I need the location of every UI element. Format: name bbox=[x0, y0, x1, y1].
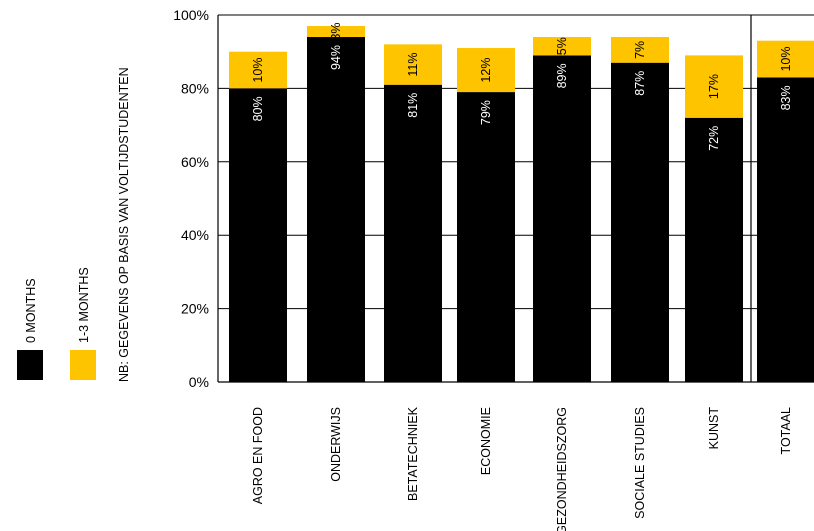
bars: 80% 10% 94% 3% 81% 11% 79% 12% 89% 5% 87% 7% 72% 17% 8… bbox=[229, 22, 814, 383]
legend-swatch-1-3-months bbox=[70, 350, 96, 380]
bar-0-months bbox=[533, 55, 591, 383]
category-label: ONDERWIJS bbox=[329, 407, 343, 482]
value-label-0-months: 81% bbox=[406, 93, 420, 118]
value-label-0-months: 94% bbox=[329, 45, 343, 70]
category-label: BETATECHNIEK bbox=[406, 406, 420, 501]
category-label: SOCIALE STUDIES bbox=[633, 407, 647, 519]
value-label-1-3-months: 10% bbox=[779, 47, 793, 72]
category-label: ECONOMIE bbox=[479, 407, 493, 475]
value-label-1-3-months: 17% bbox=[707, 74, 721, 99]
chart-note: NB: GEGEVENS OP BASIS VAN VOLTIJDSTUDENT… bbox=[117, 67, 131, 382]
value-label-0-months: 72% bbox=[707, 126, 721, 151]
bar-1-3-months bbox=[685, 55, 743, 118]
y-tick-label: 80% bbox=[181, 80, 209, 96]
category-label: GEZONDHEIDSZORG bbox=[555, 407, 569, 531]
value-label-0-months: 89% bbox=[555, 63, 569, 88]
bar-1-3-months bbox=[229, 51, 287, 89]
value-label-1-3-months: 12% bbox=[479, 58, 493, 83]
axes bbox=[217, 15, 814, 383]
y-tick-label: 0% bbox=[189, 374, 209, 390]
legend-label: 0 MONTHS bbox=[24, 278, 38, 343]
bar-1-3-months bbox=[384, 44, 442, 85]
y-axis-ticks: 0% 20% 40% 60% 80% 100% bbox=[173, 7, 209, 390]
value-label-0-months: 80% bbox=[251, 96, 265, 121]
y-tick-label: 60% bbox=[181, 154, 209, 170]
y-tick-label: 20% bbox=[181, 301, 209, 317]
bar-0-months bbox=[757, 77, 814, 382]
value-label-1-3-months: 11% bbox=[406, 52, 420, 76]
value-label-1-3-months: 3% bbox=[329, 22, 343, 40]
value-label-1-3-months: 5% bbox=[555, 37, 569, 55]
value-label-1-3-months: 10% bbox=[251, 58, 265, 83]
bar-0-months bbox=[229, 88, 287, 383]
legend-label: 1-3 MONTHS bbox=[77, 267, 91, 343]
value-label-1-3-months: 7% bbox=[633, 41, 647, 59]
legend-swatch-0-months bbox=[17, 350, 43, 380]
bar-0-months bbox=[457, 92, 515, 382]
category-label: TOTAAL bbox=[779, 407, 793, 455]
legend: 0 MONTHS 1-3 MONTHS bbox=[17, 267, 96, 380]
bar-0-months bbox=[384, 84, 442, 382]
bar-1-3-months bbox=[533, 37, 591, 56]
bar-1-3-months bbox=[611, 37, 669, 63]
bar-1-3-months bbox=[757, 40, 814, 78]
bar-0-months bbox=[611, 62, 669, 383]
value-label-0-months: 83% bbox=[779, 85, 793, 110]
y-tick-label: 40% bbox=[181, 227, 209, 243]
bar-0-months bbox=[685, 117, 743, 382]
bar-1-3-months bbox=[457, 48, 515, 93]
value-label-0-months: 87% bbox=[633, 71, 647, 96]
value-label-0-months: 79% bbox=[479, 100, 493, 125]
category-label: KUNST bbox=[707, 407, 721, 450]
category-label: AGRO EN FOOD bbox=[251, 407, 265, 504]
x-axis-categories: AGRO EN FOOD ONDERWIJS BETATECHNIEK ECONOMI… bbox=[251, 406, 793, 531]
bar-0-months bbox=[307, 37, 365, 383]
bar-1-3-months bbox=[307, 26, 365, 38]
y-tick-label: 100% bbox=[173, 7, 209, 23]
